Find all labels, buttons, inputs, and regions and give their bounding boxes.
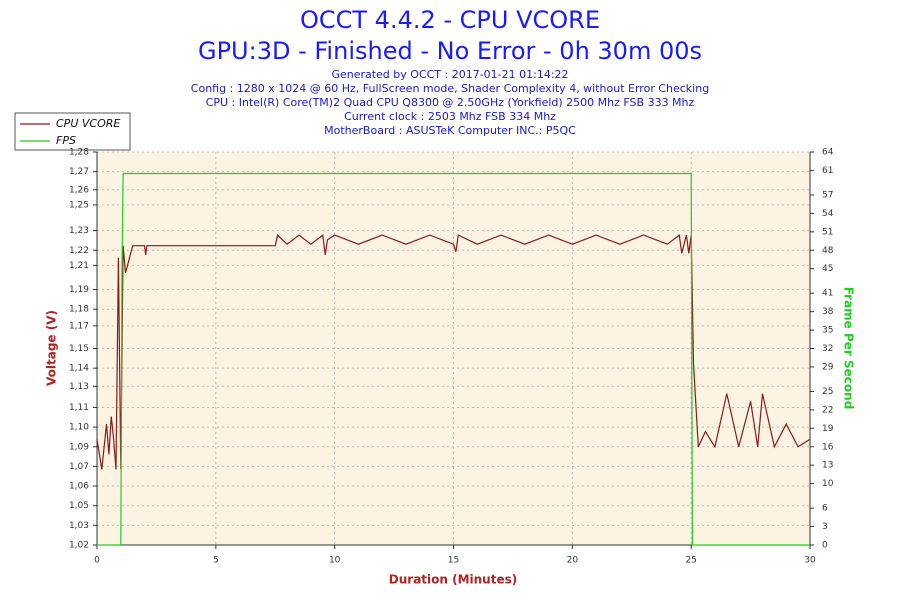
y-axis-title: Voltage (V) bbox=[45, 310, 59, 386]
y2-tick-label: 29 bbox=[822, 362, 834, 372]
y-tick-label: 1,22 bbox=[69, 246, 89, 256]
y2-tick-label: 13 bbox=[822, 461, 833, 471]
x-tick-label: 30 bbox=[804, 556, 816, 566]
y2-tick-label: 41 bbox=[822, 289, 833, 299]
y2-tick-label: 51 bbox=[822, 227, 833, 237]
y-tick-label: 1,02 bbox=[69, 541, 89, 551]
y2-tick-label: 0 bbox=[822, 541, 828, 551]
y2-tick-label: 6 bbox=[822, 504, 828, 514]
x-tick-label: 0 bbox=[94, 556, 100, 566]
chart-title: OCCT 4.4.2 - CPU VCORE bbox=[300, 6, 600, 34]
y-tick-label: 1,03 bbox=[69, 521, 89, 531]
legend-label: CPU VCORE bbox=[56, 117, 120, 130]
y-tick-label: 1,17 bbox=[69, 321, 89, 331]
x-axis-title: Duration (Minutes) bbox=[389, 573, 517, 587]
y2-tick-label: 19 bbox=[822, 424, 834, 434]
y2-tick-label: 22 bbox=[822, 405, 833, 415]
x-tick-label: 15 bbox=[448, 556, 459, 566]
legend-label: FPS bbox=[56, 134, 76, 147]
info-line: Config : 1280 x 1024 @ 60 Hz, FullScreen… bbox=[191, 82, 709, 95]
y-tick-label: 1,06 bbox=[69, 482, 89, 492]
y2-tick-label: 64 bbox=[822, 148, 834, 158]
info-line: CPU : Intel(R) Core(TM)2 Quad CPU Q8300 … bbox=[206, 96, 695, 109]
x-tick-label: 25 bbox=[685, 556, 696, 566]
y2-tick-label: 48 bbox=[822, 246, 834, 256]
y2-tick-label: 32 bbox=[822, 344, 833, 354]
y-tick-label: 1,15 bbox=[69, 344, 89, 354]
legend bbox=[14, 112, 131, 151]
y2-tick-label: 3 bbox=[822, 522, 828, 532]
y-tick-label: 1,13 bbox=[69, 382, 89, 392]
x-tick-label: 5 bbox=[213, 556, 219, 566]
info-line: Current clock : 2503 Mhz FSB 334 Mhz bbox=[344, 110, 556, 123]
info-line: Generated by OCCT : 2017-01-21 01:14:22 bbox=[331, 68, 568, 81]
y-tick-label: 1,26 bbox=[69, 185, 89, 195]
y-tick-label: 1,09 bbox=[69, 442, 89, 452]
y-tick-label: 1,14 bbox=[69, 364, 89, 374]
series-line bbox=[97, 172, 810, 546]
y-tick-label: 1,21 bbox=[69, 261, 89, 271]
chart-subtitle: GPU:3D - Finished - No Error - 0h 30m 00… bbox=[198, 37, 702, 65]
y2-tick-label: 57 bbox=[822, 190, 833, 200]
series-line bbox=[96, 233, 811, 470]
y2-tick-label: 54 bbox=[822, 209, 834, 219]
x-tick-label: 10 bbox=[329, 556, 341, 566]
y-tick-label: 1,07 bbox=[69, 462, 89, 472]
y-tick-label: 1,10 bbox=[69, 423, 89, 433]
info-line: MotherBoard : ASUSTeK Computer INC.: P5Q… bbox=[324, 124, 576, 137]
y-tick-label: 1,18 bbox=[69, 305, 89, 315]
y2-tick-label: 45 bbox=[822, 264, 833, 274]
y2-tick-label: 16 bbox=[822, 442, 834, 452]
y-tick-label: 1,27 bbox=[69, 167, 89, 177]
y2-axis-title: Frame Per Second bbox=[842, 287, 856, 410]
y-tick-label: 1,28 bbox=[69, 148, 89, 158]
y2-tick-label: 25 bbox=[822, 387, 833, 397]
y-tick-label: 1,25 bbox=[69, 200, 89, 210]
y-tick-label: 1,05 bbox=[69, 501, 89, 511]
y2-tick-label: 35 bbox=[822, 326, 833, 336]
y-tick-label: 1,11 bbox=[69, 403, 89, 413]
x-tick-label: 20 bbox=[567, 556, 579, 566]
y2-tick-label: 61 bbox=[822, 166, 833, 176]
y2-tick-label: 38 bbox=[822, 307, 834, 317]
y-tick-label: 1,19 bbox=[69, 285, 89, 295]
y-tick-label: 1,23 bbox=[69, 226, 89, 236]
y2-tick-label: 10 bbox=[822, 479, 834, 489]
